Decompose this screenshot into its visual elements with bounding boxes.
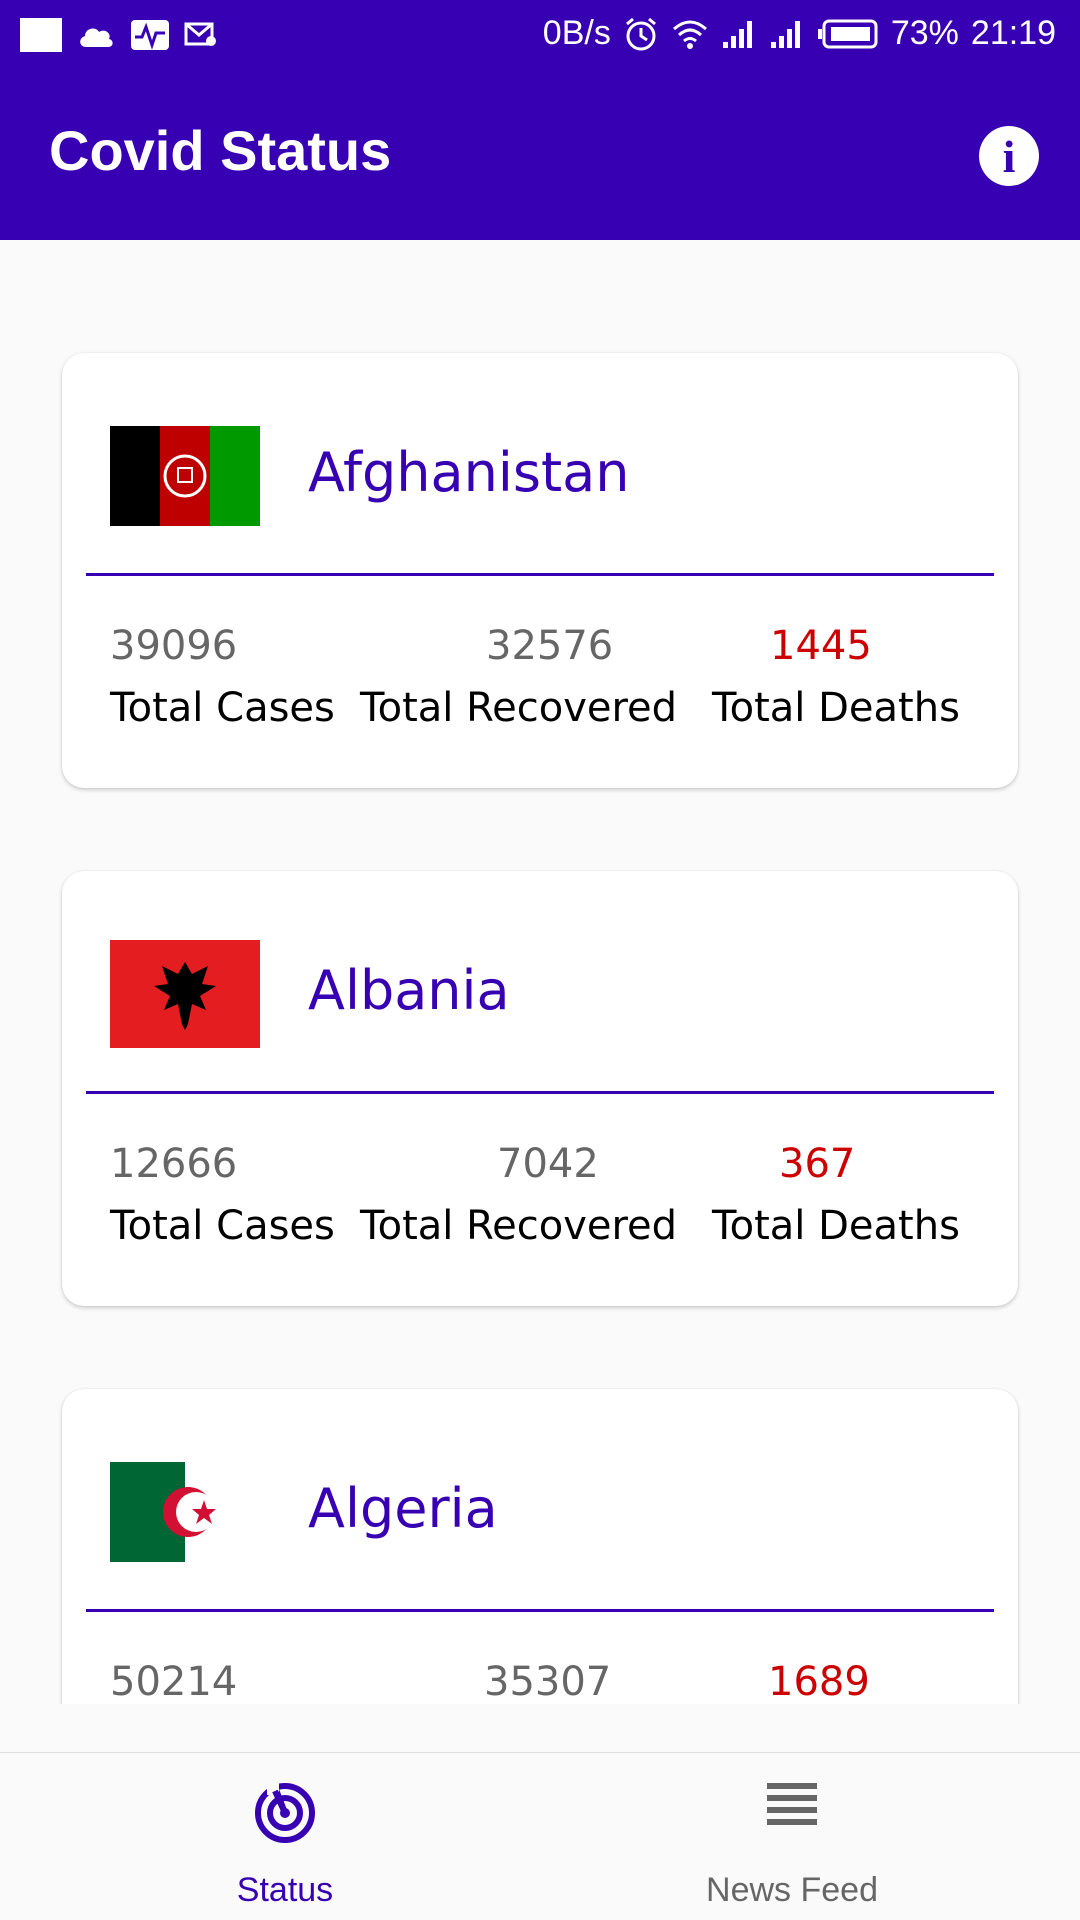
algeria-flag-icon — [110, 1462, 260, 1562]
page-title: Covid Status — [49, 119, 392, 182]
country-name: Albania — [308, 959, 510, 1022]
total-recovered-label: Total Recovered — [360, 685, 678, 731]
divider — [86, 1609, 994, 1612]
battery-level: 73% — [890, 14, 959, 52]
total-cases-value: 12666 — [110, 1141, 238, 1187]
activity-icon — [131, 20, 169, 50]
app-bar: Covid Status i — [0, 74, 1080, 240]
total-deaths-label: Total Deaths — [712, 1203, 960, 1249]
info-icon: i — [1002, 131, 1016, 182]
notification-icons — [20, 18, 218, 52]
total-deaths-value: 1445 — [770, 623, 872, 669]
total-cases-value: 39096 — [110, 623, 238, 669]
afghanistan-flag-icon — [110, 426, 260, 526]
info-button[interactable]: i — [979, 126, 1039, 186]
nav-status-label: Status — [236, 1871, 334, 1909]
total-cases-value: 50214 — [110, 1659, 238, 1704]
wifi-icon — [672, 20, 707, 49]
divider — [86, 1091, 994, 1094]
status-bar: 0B/s 73% 21:19 — [0, 0, 1080, 74]
country-name: Algeria — [308, 1477, 498, 1540]
bottom-navigation: Status News Feed — [0, 1752, 1080, 1920]
divider — [86, 573, 994, 576]
total-deaths-label: Total Deaths — [712, 685, 960, 731]
net-speed: 0B/s — [542, 14, 611, 52]
albania-flag-icon — [110, 940, 260, 1048]
clock: 21:19 — [970, 14, 1056, 52]
signal-icon — [722, 20, 752, 48]
country-card[interactable]: Algeria 50214 35307 1689 Total Cases Tot… — [62, 1389, 1018, 1704]
total-recovered-value: 32576 — [486, 623, 614, 669]
country-list[interactable]: Afghanistan 39096 32576 1445 Total Cases… — [0, 240, 1080, 1704]
mail-icon — [184, 22, 216, 46]
cloud-icon — [80, 28, 113, 47]
total-deaths-value: 367 — [779, 1141, 856, 1187]
country-card[interactable]: Afghanistan 39096 32576 1445 Total Cases… — [62, 353, 1018, 788]
total-cases-label: Total Cases — [110, 685, 335, 731]
country-card[interactable]: Albania 12666 7042 367 Total Cases Total… — [62, 871, 1018, 1306]
radar-icon — [255, 1781, 315, 1843]
signal-icon-2 — [770, 20, 800, 48]
total-deaths-value: 1689 — [768, 1659, 870, 1704]
nav-news-feed-label: News Feed — [706, 1871, 878, 1909]
total-recovered-value: 7042 — [497, 1141, 599, 1187]
nav-status[interactable]: Status — [15, 1753, 555, 1920]
nav-news-feed[interactable]: News Feed — [522, 1753, 1062, 1920]
alarm-icon — [625, 17, 656, 50]
country-name: Afghanistan — [308, 441, 630, 504]
total-cases-label: Total Cases — [110, 1203, 335, 1249]
battery-icon — [817, 19, 878, 48]
total-recovered-label: Total Recovered — [360, 1203, 678, 1249]
total-recovered-value: 35307 — [484, 1659, 612, 1704]
notification-square-icon — [20, 18, 62, 52]
system-status: 0B/s 73% 21:19 — [543, 14, 1056, 53]
news-feed-icon — [767, 1783, 817, 1825]
